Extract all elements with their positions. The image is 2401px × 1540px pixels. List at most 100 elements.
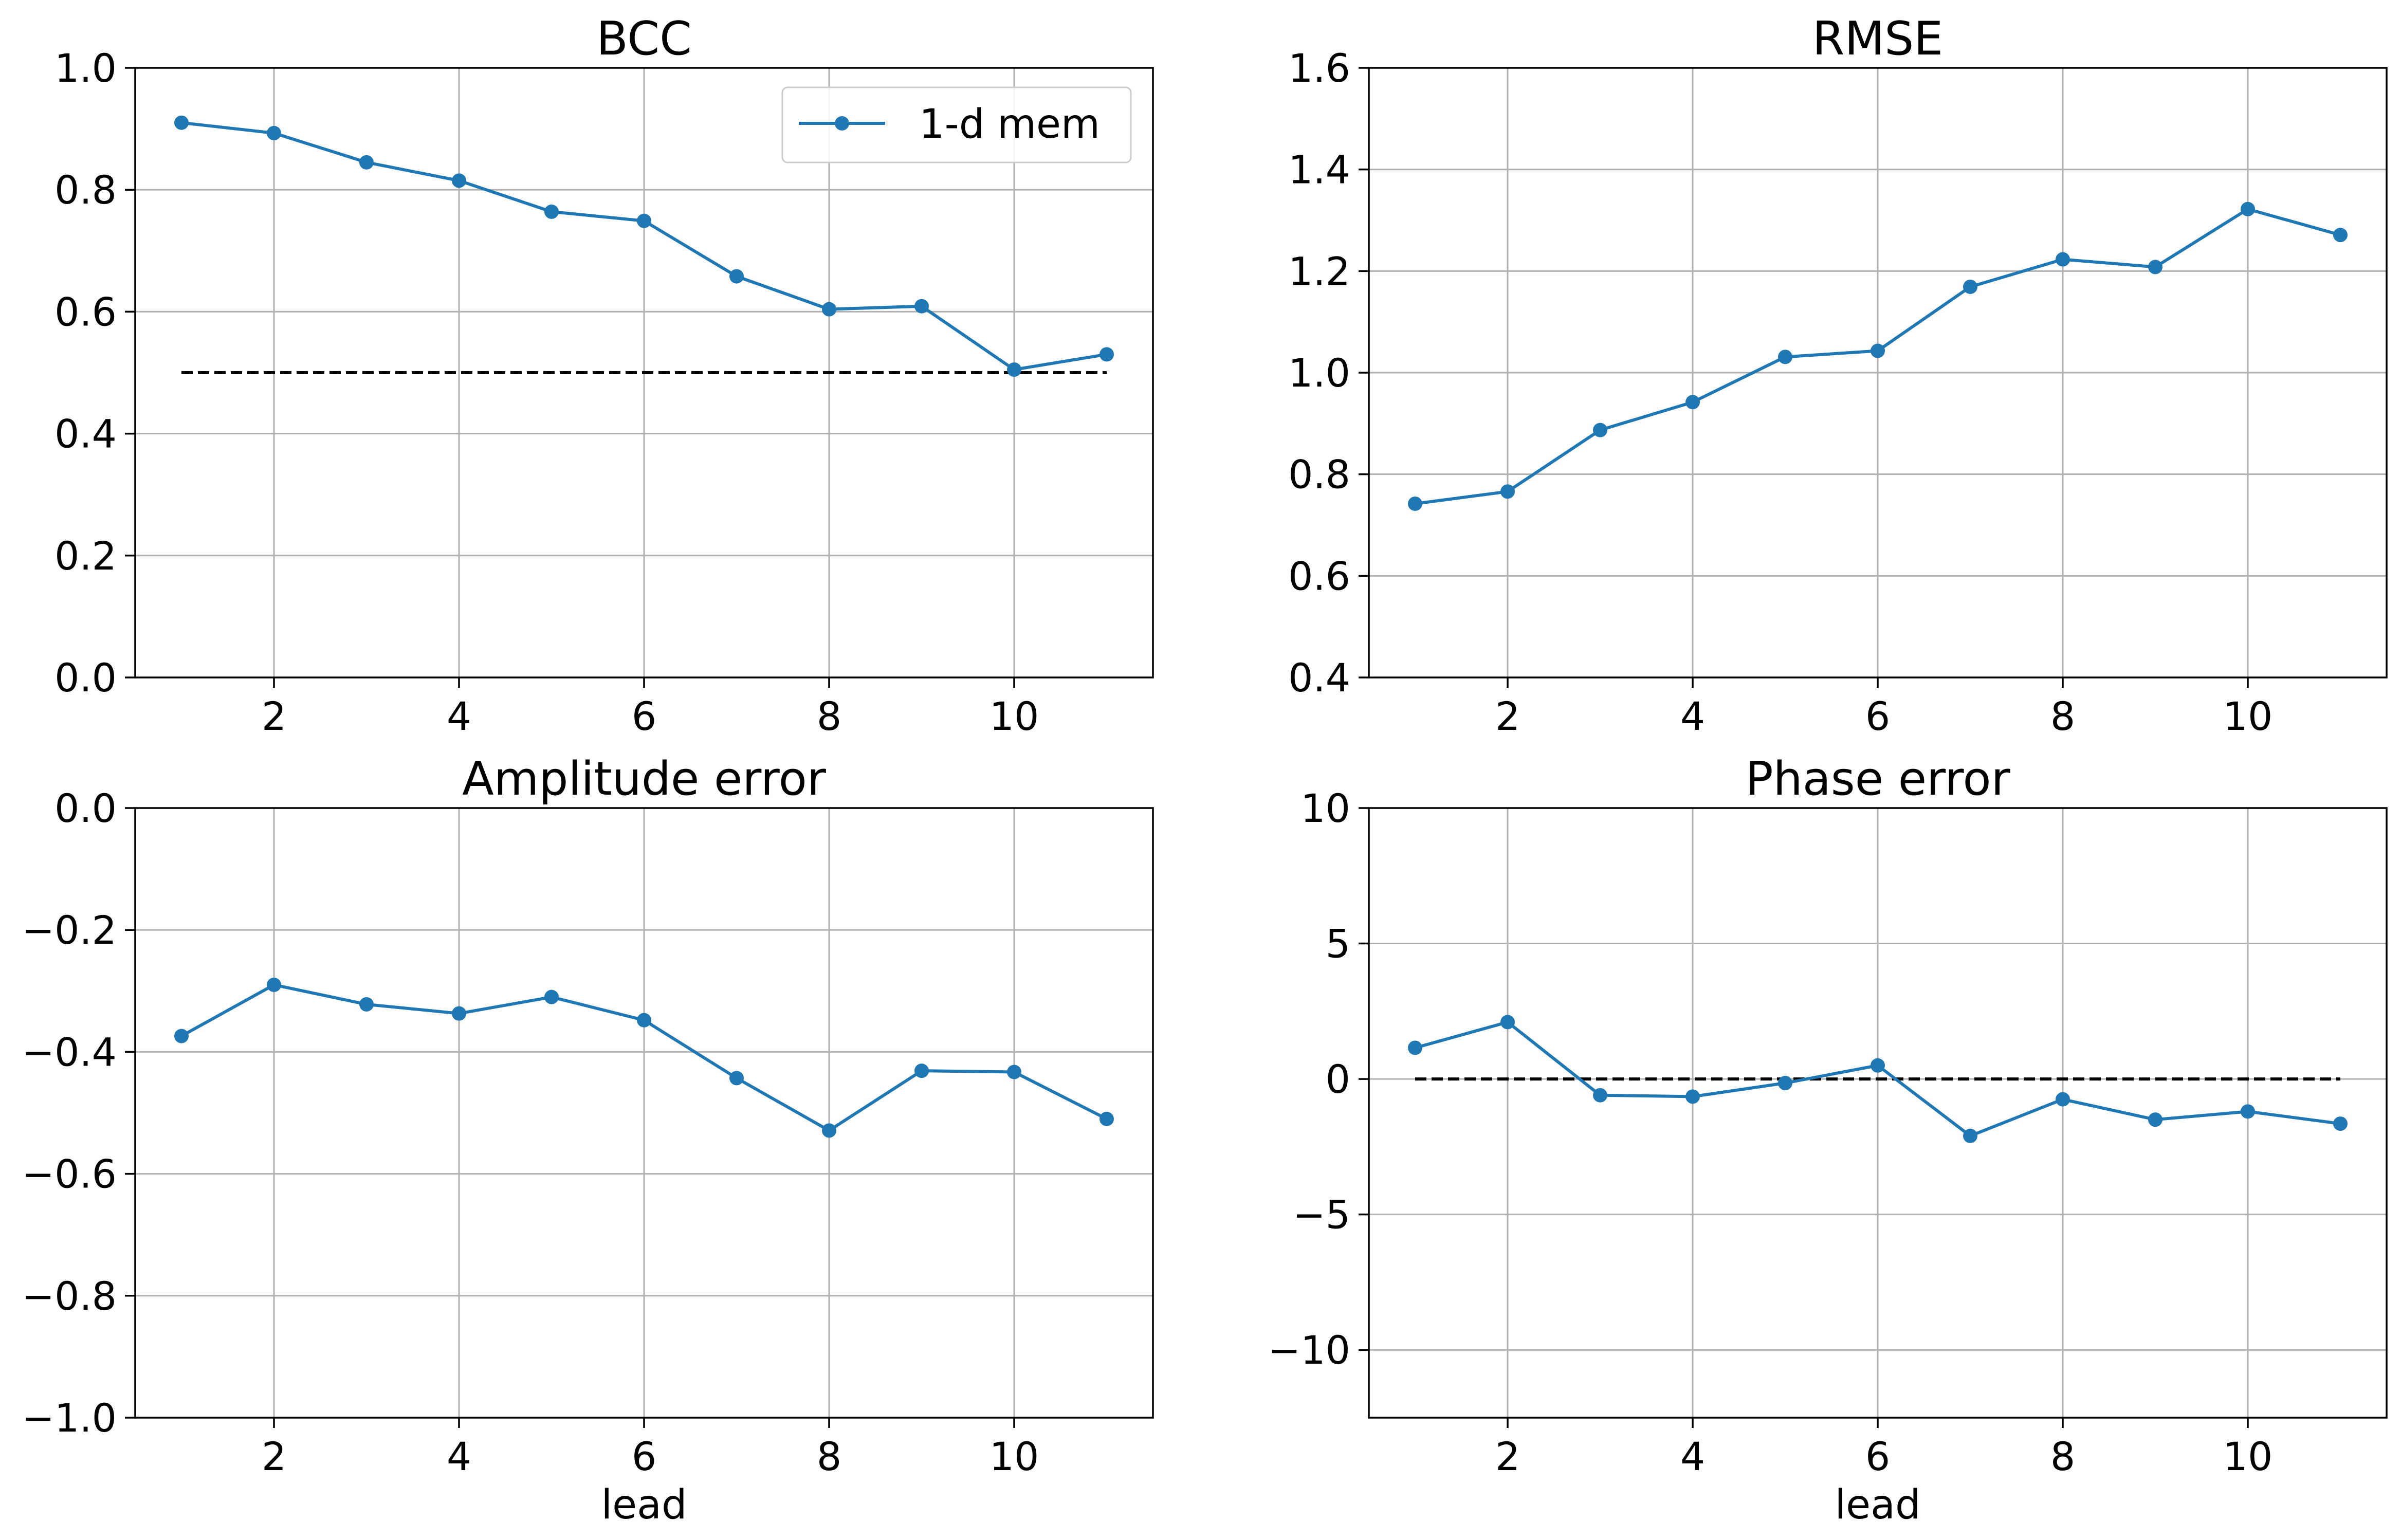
data-point <box>729 269 744 284</box>
legend-marker <box>835 116 849 131</box>
y-tick-label: 0.2 <box>54 533 117 579</box>
data-point <box>822 1123 836 1138</box>
data-point <box>637 213 651 228</box>
x-tick-label: 4 <box>447 1434 471 1479</box>
data-point <box>1685 395 1700 410</box>
data-point <box>174 115 189 130</box>
y-tick-label: −0.6 <box>22 1151 117 1197</box>
x-tick-label: 10 <box>989 693 1039 739</box>
data-point <box>2333 228 2348 243</box>
y-tick-label: −5 <box>1293 1192 1350 1238</box>
y-tick-label: −0.8 <box>22 1273 117 1319</box>
data-point <box>2241 201 2255 216</box>
x-tick-label: 2 <box>262 693 286 739</box>
y-tick-label: 0.4 <box>1288 655 1350 701</box>
x-tick-label: 8 <box>2050 693 2075 739</box>
data-point <box>1871 1058 1885 1073</box>
data-point <box>359 997 374 1012</box>
chart-panel-1: 2 4 6 8 10 0.0 0.2 0.4 0.6 0.8 1.0 BCC 1-d mem <box>54 12 1154 739</box>
data-point <box>1007 1065 1021 1079</box>
x-tick-label: 6 <box>1865 693 1890 739</box>
y-tick-label: 0.0 <box>54 785 117 831</box>
data-point <box>1099 1111 1114 1126</box>
data-point <box>2241 1104 2255 1119</box>
data-point <box>1593 1088 1607 1103</box>
data-point <box>1963 279 1977 294</box>
x-tick-label: 2 <box>1495 693 1520 739</box>
y-tick-label: 0 <box>1326 1056 1350 1102</box>
x-tick-label: 2 <box>1495 1434 1520 1479</box>
y-tick-label: 1.4 <box>1288 147 1350 193</box>
data-point <box>1778 350 1792 364</box>
y-tick-label: 1.2 <box>1288 248 1350 294</box>
x-tick-label: 6 <box>1865 1434 1890 1479</box>
data-point <box>544 989 559 1004</box>
data-point <box>1099 347 1114 362</box>
data-point <box>729 1071 744 1086</box>
data-point <box>2148 1112 2162 1127</box>
y-tick-label: 5 <box>1326 921 1350 967</box>
x-tick-label: 4 <box>447 693 471 739</box>
x-tick-label: 4 <box>1680 693 1705 739</box>
y-tick-label: 0.8 <box>1288 452 1350 498</box>
data-point <box>914 1064 929 1078</box>
legend-box <box>781 86 1132 163</box>
y-tick-label: −0.4 <box>22 1029 117 1075</box>
x-tick-label: 8 <box>817 1434 841 1479</box>
y-tick-label: −1.0 <box>22 1395 117 1441</box>
data-point <box>1408 1040 1422 1055</box>
data-point <box>822 302 836 317</box>
legend-label: 1-d mem <box>919 101 1100 148</box>
chart-panel-4: 2 4 6 8 10 −10 −5 0 5 10 Phase error lead <box>1268 752 2388 1528</box>
data-point <box>1500 484 1515 499</box>
y-tick-label: −0.2 <box>22 907 117 953</box>
x-tick-label: 8 <box>2050 1434 2075 1479</box>
chart-title: BCC <box>596 12 692 66</box>
y-tick-label: 1.6 <box>1288 45 1350 91</box>
data-point <box>1408 496 1422 511</box>
data-point <box>544 204 559 219</box>
x-tick-label: 4 <box>1680 1434 1705 1479</box>
chart-title: Amplitude error <box>462 752 826 806</box>
y-tick-label: 10 <box>1300 785 1350 831</box>
y-tick-label: 0.6 <box>1288 553 1350 599</box>
data-point <box>1963 1128 1977 1143</box>
data-point <box>452 173 466 188</box>
x-tick-label: 6 <box>632 1434 656 1479</box>
data-point <box>1500 1015 1515 1030</box>
y-tick-label: −10 <box>1268 1327 1350 1373</box>
data-point <box>1593 423 1607 437</box>
data-point <box>1685 1089 1700 1104</box>
data-point <box>359 155 374 170</box>
data-point <box>914 299 929 314</box>
data-point <box>267 977 281 992</box>
data-point <box>452 1006 466 1021</box>
data-point <box>2333 1116 2348 1131</box>
data-point <box>2148 260 2162 274</box>
x-axis-label: lead <box>601 1482 687 1528</box>
y-tick-label: 1.0 <box>54 45 117 91</box>
chart-panel-2: 2 4 6 8 10 0.4 0.6 0.8 1.0 1.2 1.4 1.6 RMSE <box>1288 12 2388 739</box>
y-tick-label: 0.4 <box>54 411 117 457</box>
x-tick-label: 10 <box>2223 693 2273 739</box>
chart-panel-3: 2 4 6 8 10 −1.0 −0.8 −0.6 −0.4 −0.2 0.0 Amplitude e… <box>22 752 1154 1528</box>
data-point <box>1007 362 1021 377</box>
data-point <box>1871 343 1885 358</box>
legend: 1-d mem <box>781 86 1132 163</box>
x-tick-label: 8 <box>817 693 841 739</box>
y-tick-label: 0.8 <box>54 167 117 213</box>
chart-title: RMSE <box>1812 12 1943 66</box>
data-point <box>637 1013 651 1028</box>
x-tick-label: 10 <box>2223 1434 2273 1479</box>
data-point <box>2056 252 2070 267</box>
chart-title: Phase error <box>1745 752 2010 806</box>
y-tick-label: 0.6 <box>54 289 117 335</box>
data-point <box>1778 1076 1792 1091</box>
data-point <box>174 1029 189 1043</box>
y-tick-label: 1.0 <box>1288 350 1350 396</box>
x-axis-label: lead <box>1835 1482 1921 1528</box>
y-tick-label: 0.0 <box>54 655 117 701</box>
x-tick-label: 2 <box>262 1434 286 1479</box>
data-point <box>2056 1092 2070 1107</box>
